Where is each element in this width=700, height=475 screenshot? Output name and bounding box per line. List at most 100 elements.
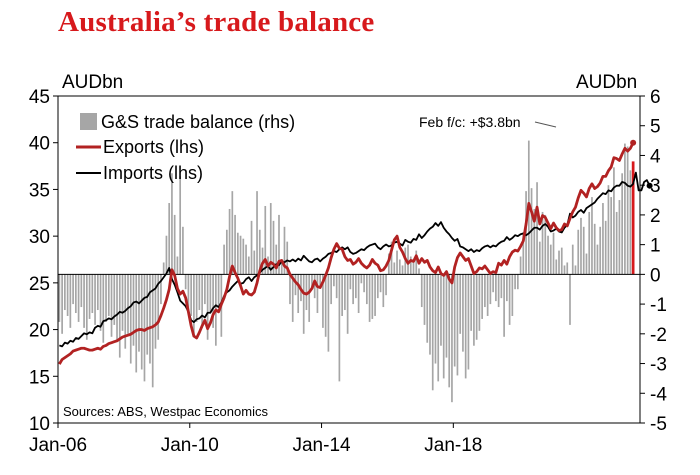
balance-bar: [492, 274, 494, 293]
balance-bar: [412, 262, 415, 275]
balance-bar: [511, 274, 514, 316]
balance-bar: [225, 229, 228, 275]
balance-bar: [236, 232, 239, 275]
balance-bar: [61, 274, 63, 334]
balance-bar: [242, 238, 245, 275]
balance-bar: [522, 232, 525, 275]
balance-bar: [473, 274, 475, 346]
balance-bar: [294, 274, 297, 296]
balance-bar: [333, 274, 335, 287]
series-lines: [58, 139, 653, 365]
balance-bar: [574, 265, 577, 275]
balance-bar: [596, 244, 599, 275]
balance-bar: [231, 191, 234, 275]
balance-bar: [437, 274, 440, 382]
balance-bar: [478, 274, 481, 331]
balance-bar: [256, 191, 258, 275]
balance-bar: [168, 203, 171, 275]
balance-bar: [585, 253, 588, 275]
balance-bar: [486, 274, 489, 316]
balance-bar: [160, 274, 162, 305]
exports-line: [58, 142, 635, 365]
balance-bar: [140, 274, 143, 370]
balance-bar: [278, 214, 280, 275]
balance-bar: [201, 274, 203, 328]
balance-bar: [363, 274, 365, 293]
balance-bar: [102, 274, 105, 343]
balance-bar: [453, 274, 456, 367]
left-axis-tick-label: 20: [29, 321, 50, 342]
right-axis-tick-label: 0: [650, 265, 661, 286]
balance-bar: [327, 274, 330, 352]
balance-bar: [599, 226, 602, 275]
balance-bar: [129, 274, 132, 364]
balance-bar: [72, 274, 74, 305]
balance-bar: [374, 274, 376, 316]
balance-bar: [322, 274, 324, 328]
balance-bar: [344, 274, 346, 311]
legend: G&S trade balance (rhs) Exports (lhs) Im…: [76, 112, 295, 183]
balance-bar: [538, 241, 541, 275]
balance-bar: [355, 274, 357, 299]
balance-bar: [563, 265, 566, 275]
source-note: Sources: ABS, Westpac Economics: [63, 404, 268, 419]
right-axis-tick-label: 4: [650, 146, 661, 167]
balance-bar: [423, 274, 426, 325]
balance-bar: [525, 191, 527, 275]
balance-bar: [464, 274, 467, 379]
balance-bar: [113, 274, 116, 325]
balance-bar: [569, 274, 571, 325]
right-axis-unit: AUDbn: [576, 72, 638, 93]
balance-bar: [475, 274, 478, 340]
balance-bar: [182, 226, 184, 275]
balance-bar: [190, 274, 192, 316]
exports-line-end-dot: [630, 139, 637, 146]
balance-bar: [552, 232, 555, 275]
balance-bar: [360, 274, 363, 284]
balance-bar: [390, 241, 393, 275]
balance-bar: [533, 208, 536, 275]
balance-bar: [272, 220, 275, 275]
balance-bar: [544, 214, 547, 275]
left-axis-tick-label: 25: [29, 274, 50, 295]
legend-label-balance: G&S trade balance (rhs): [101, 112, 295, 132]
balance-bar: [311, 274, 313, 290]
balance-bar: [149, 274, 151, 364]
balance-bar: [335, 274, 338, 299]
balance-bar: [176, 256, 179, 275]
balance-bar: [431, 274, 434, 391]
balance-bar: [393, 262, 396, 275]
balance-bar: [426, 274, 429, 343]
right-axis-tick-label: -3: [650, 355, 667, 376]
balance-bar: [481, 274, 483, 319]
balance-bar: [349, 274, 352, 290]
balance-bars: [58, 140, 635, 403]
balance-bar: [297, 274, 300, 314]
balance-bar: [398, 259, 401, 275]
forecast-annotation: Feb f/c: +$3.8bn: [419, 114, 521, 130]
balance-bar: [420, 274, 423, 308]
balance-bar: [66, 274, 69, 316]
balance-bar: [187, 274, 190, 311]
balance-bar: [580, 217, 582, 275]
balance-bar: [80, 274, 83, 308]
right-axis-tick-label: 6: [650, 87, 661, 108]
balance-bar: [308, 274, 311, 322]
imports-line: [59, 171, 651, 348]
left-axis-tick-label: 45: [29, 87, 50, 108]
balance-bar: [110, 274, 113, 337]
balance-bar: [135, 274, 138, 373]
balance-bar: [105, 274, 107, 322]
legend-swatch-balance: [80, 113, 97, 130]
right-axis-tick-label: 3: [650, 176, 661, 197]
balance-bar: [500, 274, 503, 299]
balance-bar: [549, 244, 552, 275]
balance-bar: [286, 241, 289, 275]
balance-bar: [107, 274, 110, 316]
balance-bar: [234, 214, 236, 275]
balance-bar: [376, 274, 379, 299]
balance-bar: [371, 274, 374, 319]
balance-bar: [253, 250, 256, 275]
